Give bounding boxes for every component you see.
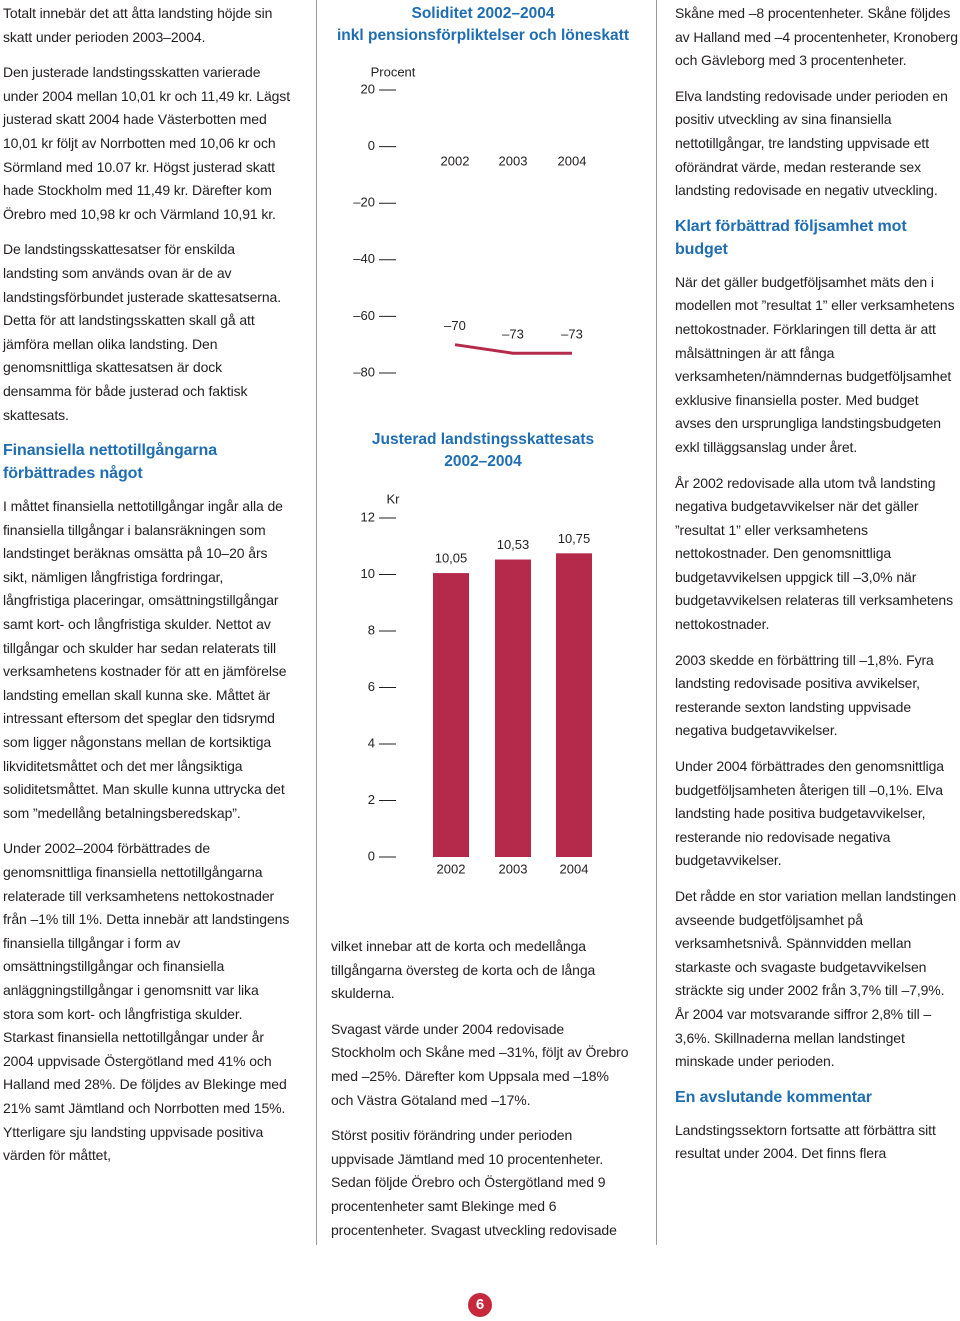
paragraph: vilket innebar att de korta och medellån… [331,938,596,1002]
paragraph: Det rådde en stor variation mellan lands… [675,888,957,1070]
bar [495,559,531,857]
heading: Klart förbättrad följsamhet mot budget [675,217,907,258]
x-tick-label: 2004 [558,153,587,168]
x-tick-label: 2002 [437,861,466,876]
column-divider [316,0,317,1245]
y-tick-label: 2 [368,792,375,807]
column-divider [656,0,657,1245]
paragraph: När det gäller budgetföljsamhet mäts den… [675,273,955,455]
y-tick-label: –40 [353,251,375,266]
x-tick-label: 2002 [441,153,470,168]
y-tick-label: –20 [353,195,375,210]
value-label: –73 [561,327,583,342]
data-line [454,343,572,355]
chart-subtitle: inkl pensionsförpliktelser och löneskatt [337,27,629,44]
paragraph: Skåne med –8 procentenheter. Skåne följd… [675,5,958,69]
y-axis-label: Kr [387,491,401,506]
bar [556,553,592,857]
y-tick-label: 20 [361,81,375,96]
paragraph: De landstingsskattesatser för enskilda l… [3,241,282,423]
y-tick-label: 8 [368,622,375,637]
paragraph: Den justerade landstingsskatten varierad… [3,64,291,222]
paragraph: Elva landsting redovisade under perioden… [675,87,948,199]
y-tick-label: 10 [361,566,375,581]
paragraph: Under 2004 förbättrades den genomsnittli… [675,758,944,869]
value-label: –73 [502,327,524,342]
paragraph: År 2002 redovisade alla utom två landsti… [675,474,953,633]
value-label: 10,05 [435,551,468,566]
chart-title: Justerad landstingsskattesats [372,431,594,448]
y-tick-label: –80 [353,364,375,379]
bar [433,573,469,857]
paragraph: Svagast värde under 2004 redovisade Stoc… [331,1020,629,1108]
paragraph: I måttet finansiella nettotillgångar ing… [3,498,287,821]
y-tick-label: 0 [368,138,375,153]
y-tick-label: 12 [361,509,375,524]
heading: Finansiella nettotillgångarna förbättrad… [3,442,218,483]
paragraph: Under 2002–2004 förbättrades de genomsni… [3,840,290,1164]
paragraph: Totalt innebär det att åtta landsting hö… [3,5,273,45]
value-label: 10,75 [558,531,591,546]
text-column: Totalt innebär det att åtta landsting hö… [3,2,291,1242]
y-tick-label: –60 [353,308,375,323]
y-axis-label: Procent [371,64,416,79]
x-tick-label: 2003 [499,153,528,168]
paragraph: Landstingssektorn fortsatte att förbättr… [675,1121,936,1162]
y-tick-label: 4 [368,735,375,750]
y-tick-label: 0 [368,848,375,863]
heading: En avslutande kommentar [675,1088,872,1106]
page-number: 6 [468,1293,492,1317]
value-label: –70 [444,318,466,333]
paragraph: Störst positiv förändring under perioden… [331,1127,617,1238]
paragraph: 2003 skedde en förbättring till –1,8%. F… [675,651,934,739]
x-tick-label: 2003 [499,861,528,876]
chart-subtitle: 2002–2004 [444,453,522,470]
y-tick-label: 6 [368,679,375,694]
chart-title: Soliditet 2002–2004 [411,5,554,22]
text-column: vilket innebar att de korta och medellån… [331,935,631,1245]
text-column: Skåne med –8 procentenheter. Skåne följd… [675,2,958,1242]
charts: Soliditet 2002–2004 inkl pensionsförplikt… [337,5,629,876]
x-tick-label: 2004 [560,861,589,876]
value-label: 10,53 [497,537,530,552]
